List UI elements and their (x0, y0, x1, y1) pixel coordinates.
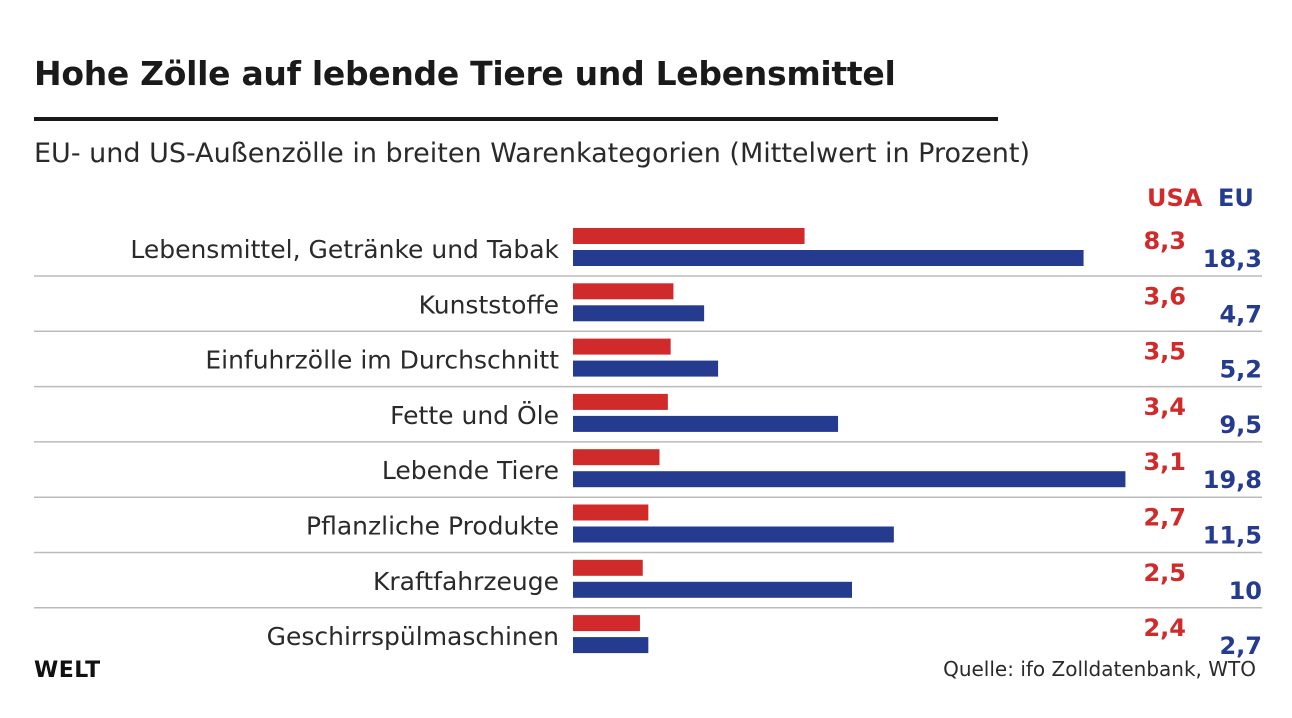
value-label-usa: 3,1 (1143, 448, 1186, 476)
bar-usa (573, 449, 660, 466)
bar-eu (573, 250, 1084, 266)
value-label-usa: 2,4 (1143, 614, 1186, 642)
bar-usa (573, 615, 640, 632)
value-label-eu: 10 (1229, 577, 1262, 605)
bar-eu (573, 305, 705, 322)
category-label: Kraftfahrzeuge (373, 567, 559, 596)
bar-eu (573, 360, 719, 377)
bar-usa (573, 559, 643, 576)
value-label-usa: 3,5 (1143, 338, 1186, 366)
value-label-eu: 9,5 (1219, 411, 1262, 439)
bar-eu (573, 581, 852, 598)
bar-eu (573, 526, 894, 543)
value-label-usa: 3,6 (1143, 282, 1186, 310)
category-label: Fette und Öle (390, 401, 559, 430)
legend-eu: EU (1218, 184, 1254, 212)
chart-subtitle: EU- und US-Außenzölle in breiten Warenka… (34, 138, 1031, 169)
value-label-eu: 2,7 (1219, 632, 1262, 660)
value-label-usa: 3,4 (1143, 393, 1186, 421)
category-label: Einfuhrzölle im Durchschnitt (205, 346, 559, 375)
category-label: Pflanzliche Produkte (306, 512, 559, 541)
bar-eu (573, 471, 1126, 488)
bar-eu (573, 637, 649, 654)
category-label: Kunststoffe (419, 290, 559, 319)
welt-logo: WELT (34, 658, 101, 683)
value-label-eu: 18,3 (1203, 245, 1262, 273)
value-label-usa: 2,7 (1143, 504, 1186, 532)
category-label: Geschirrspülmaschinen (267, 622, 559, 651)
source-note: Quelle: ifo Zolldatenbank, WTO (943, 657, 1256, 681)
bar-usa (573, 338, 671, 355)
value-label-usa: 2,5 (1143, 559, 1186, 587)
category-label: Lebende Tiere (382, 456, 559, 485)
value-label-eu: 11,5 (1203, 522, 1262, 550)
value-label-eu: 4,7 (1219, 300, 1262, 328)
bar-usa (573, 504, 649, 521)
bar-usa (573, 393, 668, 410)
title-underline (34, 117, 998, 121)
bar-usa (573, 283, 674, 300)
value-label-usa: 8,3 (1143, 227, 1186, 255)
bar-eu (573, 415, 839, 432)
value-label-eu: 19,8 (1203, 466, 1262, 494)
value-label-eu: 5,2 (1219, 356, 1262, 384)
bar-usa (573, 228, 805, 244)
chart-title: Hohe Zölle auf lebende Tiere und Lebensm… (34, 54, 896, 93)
legend-usa: USA (1147, 184, 1203, 212)
category-label: Lebensmittel, Getränke und Tabak (130, 235, 559, 264)
